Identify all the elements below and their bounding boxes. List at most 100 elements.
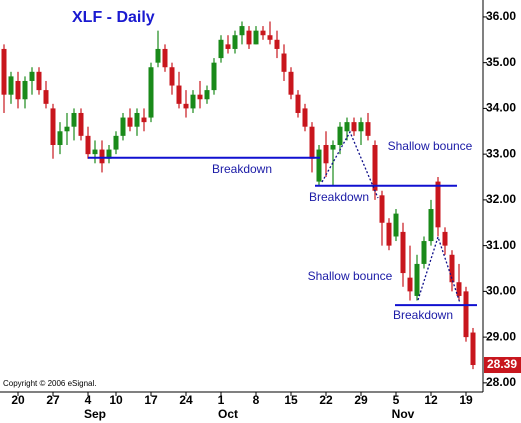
x-tick-label: 22 xyxy=(319,393,333,407)
candle-body xyxy=(253,30,259,45)
candle-body xyxy=(351,122,357,132)
y-tick-label: 31.00 xyxy=(486,238,516,252)
candle-body xyxy=(190,94,196,109)
candle-body xyxy=(218,39,224,59)
candle-body xyxy=(267,35,273,40)
last-value-box xyxy=(484,357,521,374)
x-tick-label: 24 xyxy=(179,393,193,407)
candle-body xyxy=(225,44,231,49)
x-tick-label: 4 xyxy=(85,393,92,407)
candle-body xyxy=(85,135,91,155)
month-label: Sep xyxy=(84,407,106,421)
candle-body xyxy=(211,62,217,91)
candle-body xyxy=(148,67,154,118)
candle-body xyxy=(302,108,308,127)
annotation: Shallow bounce xyxy=(388,139,473,153)
candle-body xyxy=(113,135,119,150)
y-tick-label: 32.00 xyxy=(486,192,516,206)
candle-body xyxy=(197,94,203,100)
candle-body xyxy=(99,149,105,164)
candle-body xyxy=(260,30,266,36)
candle-body xyxy=(169,67,175,86)
candle-body xyxy=(29,71,35,81)
x-tick-label: 17 xyxy=(144,393,158,407)
x-tick-label: 1 xyxy=(218,393,225,407)
candle-body xyxy=(435,181,441,228)
candle-body xyxy=(176,85,182,104)
annotation: Breakdown xyxy=(212,162,272,176)
candle-body xyxy=(43,90,49,104)
bounce-path xyxy=(321,130,379,199)
candle-body xyxy=(309,126,315,159)
candle-body xyxy=(64,126,70,132)
candle-body xyxy=(155,48,161,63)
candle-body xyxy=(358,122,364,132)
x-tick-label: 12 xyxy=(424,393,438,407)
candle-body xyxy=(239,26,245,36)
candle-body xyxy=(379,195,385,223)
candle-body xyxy=(1,48,7,95)
candle-body xyxy=(246,30,252,45)
candle-body xyxy=(15,80,21,100)
candle-body xyxy=(127,117,133,127)
copyright: Copyright © 2006 eSignal. xyxy=(3,379,97,388)
candle-body xyxy=(386,222,392,246)
x-tick-label: 10 xyxy=(109,393,123,407)
x-tick-label: 19 xyxy=(459,393,473,407)
candle-body xyxy=(36,71,42,91)
candle-body xyxy=(400,231,406,274)
annotation: Breakdown xyxy=(393,308,453,322)
candle-body xyxy=(442,231,448,246)
candle-body xyxy=(456,282,462,296)
y-tick-label: 33.00 xyxy=(486,146,516,160)
candle-body xyxy=(71,112,77,127)
candle-body xyxy=(274,39,280,49)
x-tick-label: 27 xyxy=(46,393,60,407)
candle-body xyxy=(106,149,112,159)
candle-body xyxy=(414,263,420,296)
candle-body xyxy=(134,112,140,127)
x-tick-label: 5 xyxy=(393,393,400,407)
y-tick-label: 30.00 xyxy=(486,284,516,298)
chart-title: XLF - Daily xyxy=(72,9,155,26)
candle-body xyxy=(295,94,301,113)
x-tick-label: 8 xyxy=(253,393,260,407)
y-tick-label: 35.00 xyxy=(486,55,516,69)
candle-body xyxy=(50,108,56,145)
candle-body xyxy=(428,209,434,242)
candle-body xyxy=(22,80,28,100)
candle-body xyxy=(281,53,287,72)
candle-body xyxy=(8,76,14,95)
y-tick-label: 29.00 xyxy=(486,329,516,343)
candle-body xyxy=(337,126,343,145)
x-tick-label: 20 xyxy=(11,393,25,407)
candle-body xyxy=(330,144,336,150)
y-tick-label: 34.00 xyxy=(486,101,516,115)
candle-body xyxy=(232,35,238,49)
candle-body xyxy=(323,144,329,164)
annotation: Shallow bounce xyxy=(308,269,393,283)
candle-body xyxy=(78,112,84,136)
y-tick-label: 28.00 xyxy=(486,375,516,389)
bounce-path xyxy=(417,234,461,304)
candle-body xyxy=(372,144,378,191)
candle-body xyxy=(204,90,210,100)
candle-body xyxy=(407,277,413,292)
month-label: Nov xyxy=(392,407,415,421)
candle-body xyxy=(316,149,322,182)
candle-body xyxy=(92,149,98,155)
candle-body xyxy=(120,117,126,136)
candle-body xyxy=(421,241,427,264)
x-tick-label: 15 xyxy=(284,393,298,407)
candle-body xyxy=(393,213,399,237)
candle-body xyxy=(288,71,294,95)
candle-body xyxy=(365,122,371,136)
candle-body xyxy=(57,131,63,145)
x-tick-label: 29 xyxy=(354,393,368,407)
candle-body xyxy=(344,122,350,132)
annotation: Breakdown xyxy=(309,190,369,204)
last-value-label: 28.39 xyxy=(487,357,517,371)
candle-body xyxy=(470,332,476,366)
